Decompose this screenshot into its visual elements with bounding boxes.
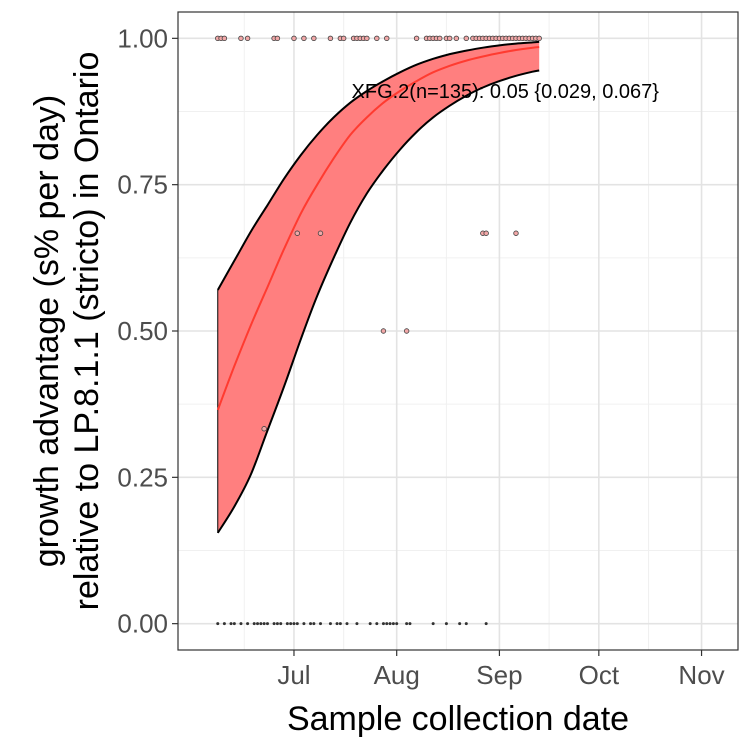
data-point <box>408 622 412 626</box>
data-point <box>259 622 263 626</box>
data-point <box>374 35 380 42</box>
data-point <box>295 622 299 626</box>
data-point <box>355 622 359 626</box>
points-layer <box>215 35 542 626</box>
y-axis-title-line-1: growth advantage (s% per day) <box>28 95 66 567</box>
x-tick-label: Nov <box>678 660 724 690</box>
y-tick-label: 0.50 <box>117 316 168 346</box>
data-point <box>405 622 409 626</box>
data-point <box>368 622 372 626</box>
ribbon-upper-bound <box>216 40 540 291</box>
data-point <box>463 35 469 42</box>
data-point <box>453 35 460 42</box>
confidence-ribbon <box>217 41 540 533</box>
data-point <box>395 622 399 626</box>
data-point <box>381 622 385 626</box>
y-tick-label: 0.75 <box>117 170 168 200</box>
x-axis-title: Sample collection date <box>287 700 629 738</box>
data-point <box>291 35 297 42</box>
data-point <box>340 35 347 42</box>
fit-line <box>216 46 540 411</box>
data-point <box>238 35 244 42</box>
data-point <box>431 622 435 626</box>
y-axis-title-line-2: relative to LP.8.1.1 (stricto) in Ontari… <box>68 52 106 611</box>
data-point <box>309 622 313 626</box>
y-tick-label: 0.25 <box>117 462 168 492</box>
data-point <box>391 622 395 626</box>
data-point <box>262 622 266 626</box>
data-point <box>261 426 267 432</box>
data-point <box>413 35 420 42</box>
data-point <box>216 622 220 626</box>
data-point <box>302 622 306 626</box>
fit-layer <box>216 40 540 534</box>
data-point <box>345 622 349 626</box>
data-point <box>252 622 256 626</box>
data-point <box>483 230 489 236</box>
x-tick-label: Jul <box>277 660 310 690</box>
y-axis-title: growth advantage (s% per day) relative t… <box>28 52 106 611</box>
data-point <box>301 35 307 42</box>
fit-annotation: XFG.2(n=135): 0.05 {0.029, 0.067} <box>352 81 660 103</box>
y-tick-label: 0.00 <box>117 609 168 639</box>
data-point <box>444 622 448 626</box>
data-point <box>274 35 281 42</box>
x-tick-label: Aug <box>374 660 420 690</box>
data-point <box>384 35 390 42</box>
x-tick-label: Oct <box>579 660 620 690</box>
data-point <box>229 622 233 626</box>
data-point <box>317 230 324 236</box>
ribbon-lower-bound <box>216 69 540 534</box>
data-point <box>364 35 370 42</box>
data-point <box>447 35 453 42</box>
data-point <box>294 230 300 236</box>
data-point <box>437 35 443 42</box>
data-point <box>375 622 379 626</box>
ticks-layer: 0.00 0.25 0.50 0.75 1.00 Jul Aug Sep Oct Nov <box>117 23 724 690</box>
data-point <box>458 622 462 626</box>
data-point <box>256 622 260 626</box>
data-point <box>335 622 339 626</box>
data-point <box>513 230 519 236</box>
data-point <box>272 622 276 626</box>
x-tick-label: Sep <box>476 660 522 690</box>
data-point <box>265 622 269 626</box>
data-point <box>221 35 228 42</box>
data-point <box>327 35 334 42</box>
data-point <box>279 622 283 626</box>
data-point <box>232 622 236 626</box>
data-point <box>312 622 316 626</box>
data-point <box>292 622 296 626</box>
data-point <box>275 622 279 626</box>
data-point <box>388 622 392 626</box>
data-point <box>536 35 542 42</box>
data-point <box>285 622 289 626</box>
y-tick-label: 1.00 <box>117 23 168 53</box>
data-point <box>311 35 317 42</box>
data-point <box>222 622 226 626</box>
data-point <box>403 328 410 334</box>
data-point <box>385 622 389 626</box>
data-point <box>464 622 468 626</box>
data-point <box>239 622 243 626</box>
data-point <box>338 622 342 626</box>
data-point <box>484 622 488 626</box>
data-point <box>318 622 322 626</box>
data-point <box>289 622 293 626</box>
data-point <box>328 622 332 626</box>
data-point <box>380 328 387 334</box>
data-point <box>244 35 251 42</box>
data-point <box>246 622 250 626</box>
